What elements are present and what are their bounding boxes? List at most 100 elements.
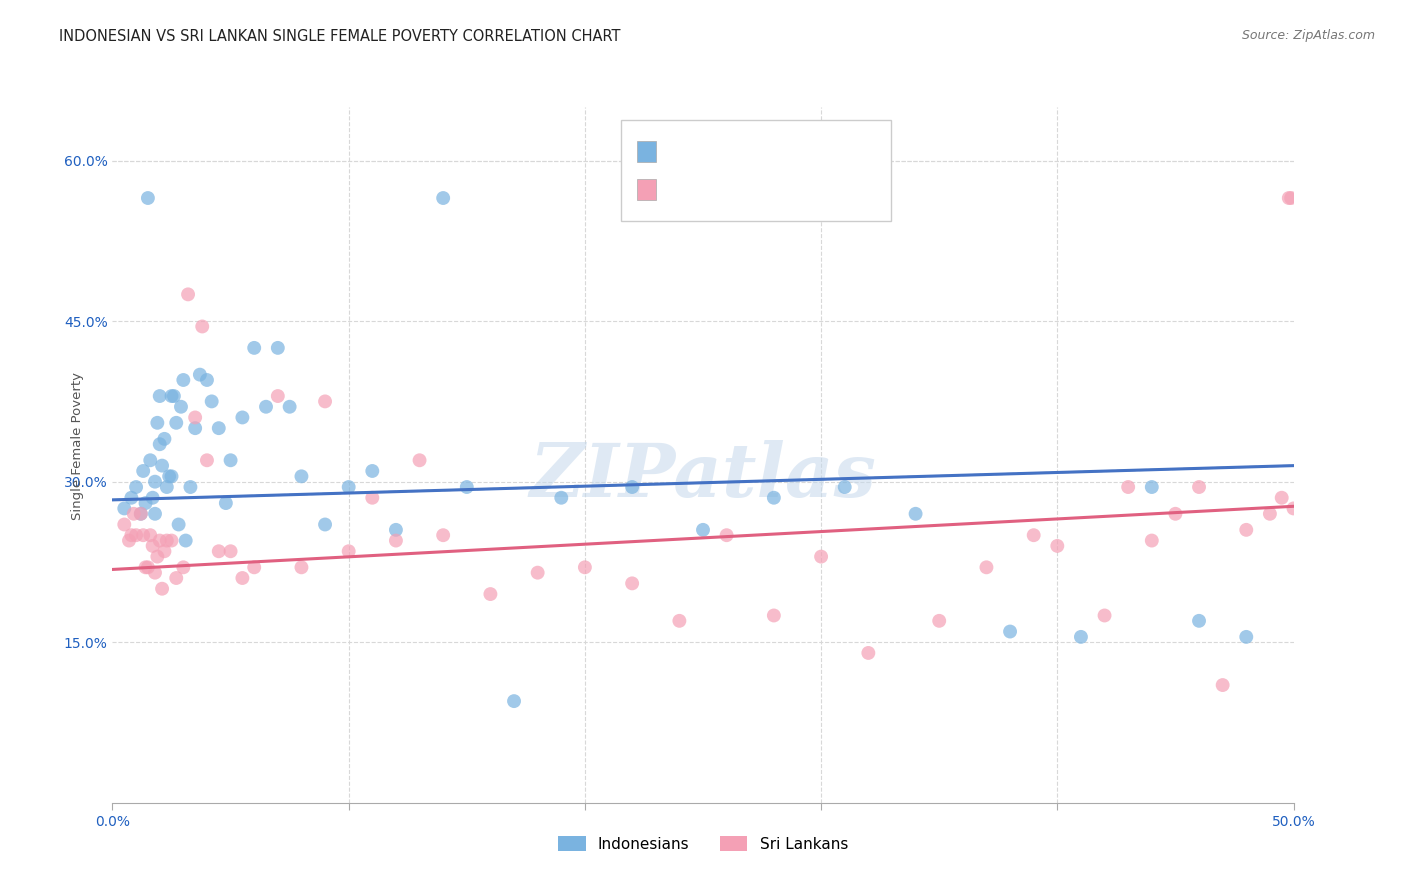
Text: R =: R = (664, 180, 700, 198)
Point (160, 533, 183, 548)
Point (385, 533, 408, 548)
Point (1140, 533, 1163, 548)
Point (165, 571, 187, 585)
Point (165, 416, 187, 430)
Point (160, 469, 183, 483)
Point (184, 410, 207, 425)
Point (385, 523, 408, 537)
Point (125, 480, 148, 494)
Text: INDONESIAN VS SRI LANKAN SINGLE FEMALE POVERTY CORRELATION CHART: INDONESIAN VS SRI LANKAN SINGLE FEMALE P… (59, 29, 620, 44)
Point (146, 549, 169, 564)
Point (132, 528, 155, 542)
Point (1164, 507, 1187, 521)
Point (191, 319, 214, 334)
Point (143, 507, 166, 521)
Point (142, 491, 165, 505)
Point (177, 287, 200, 301)
Text: N =: N = (747, 143, 783, 161)
Point (219, 544, 242, 558)
Point (172, 560, 194, 574)
Text: R =: R = (664, 143, 700, 161)
Point (337, 544, 360, 558)
Point (184, 421, 207, 435)
Point (278, 400, 301, 414)
Point (1234, 523, 1257, 537)
Point (139, 453, 162, 467)
Text: ZIPatlas: ZIPatlas (530, 440, 876, 512)
Point (692, 523, 714, 537)
Point (201, 394, 224, 409)
Text: 58: 58 (780, 143, 803, 161)
Point (1234, 630, 1257, 644)
Point (432, 191, 454, 205)
Point (146, 416, 169, 430)
Point (1046, 539, 1069, 553)
Point (998, 624, 1021, 639)
Point (167, 517, 190, 532)
Point (112, 501, 135, 516)
Point (156, 480, 179, 494)
Point (118, 533, 141, 548)
Point (479, 587, 502, 601)
Point (208, 421, 231, 435)
Point (361, 464, 384, 478)
Point (157, 469, 180, 483)
Point (621, 480, 644, 494)
Point (120, 491, 142, 505)
Point (150, 582, 173, 596)
Point (1279, 191, 1302, 205)
Point (132, 464, 155, 478)
Point (153, 432, 176, 446)
Point (1271, 491, 1294, 505)
Point (163, 389, 186, 403)
Point (314, 394, 336, 409)
Point (526, 566, 548, 580)
Point (314, 517, 336, 532)
Point (170, 400, 193, 414)
Point (810, 549, 832, 564)
Point (928, 614, 950, 628)
Point (143, 475, 166, 489)
Point (1278, 191, 1301, 205)
Point (621, 576, 644, 591)
Point (290, 469, 312, 483)
Point (432, 528, 454, 542)
Text: Source: ZipAtlas.com: Source: ZipAtlas.com (1241, 29, 1375, 42)
Point (150, 458, 173, 473)
Point (337, 480, 360, 494)
Point (1140, 480, 1163, 494)
Text: 0.059: 0.059 (700, 143, 752, 161)
Point (215, 496, 238, 510)
Point (762, 491, 785, 505)
Point (1282, 501, 1305, 516)
Point (149, 533, 172, 548)
Point (503, 694, 526, 708)
Point (1116, 480, 1139, 494)
Point (149, 437, 172, 451)
Point (1094, 608, 1116, 623)
Point (231, 410, 253, 425)
Point (120, 528, 142, 542)
Text: 61: 61 (780, 180, 803, 198)
Text: 0.182: 0.182 (700, 180, 758, 198)
Point (219, 453, 242, 467)
Point (858, 646, 880, 660)
Point (231, 571, 253, 585)
Point (135, 560, 157, 574)
Point (668, 614, 690, 628)
Point (149, 389, 172, 403)
Point (1022, 528, 1045, 542)
Point (172, 373, 194, 387)
Legend: Indonesians, Sri Lankans: Indonesians, Sri Lankans (553, 830, 853, 858)
Point (174, 533, 197, 548)
Point (136, 560, 159, 574)
Text: N =: N = (747, 180, 783, 198)
Point (254, 400, 277, 414)
Point (136, 191, 159, 205)
Point (243, 341, 266, 355)
Point (129, 507, 152, 521)
Point (112, 517, 135, 532)
Point (139, 528, 162, 542)
Point (188, 368, 211, 382)
Point (135, 496, 157, 510)
